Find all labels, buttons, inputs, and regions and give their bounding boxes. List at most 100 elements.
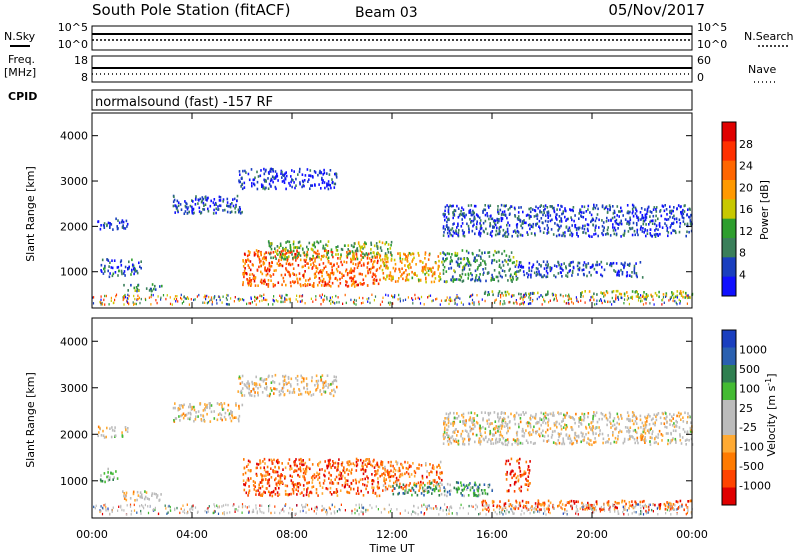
data-cell [442, 269, 445, 272]
data-cell [547, 419, 550, 422]
data-cell [687, 208, 689, 211]
data-cell [669, 298, 671, 301]
data-cell [300, 380, 303, 384]
data-cell [123, 303, 125, 306]
data-cell [291, 475, 293, 478]
data-cell [572, 260, 574, 264]
data-cell [471, 273, 473, 277]
data-cell [295, 298, 297, 301]
data-cell [537, 267, 539, 271]
data-cell [260, 169, 262, 172]
data-cell [335, 246, 337, 249]
data-cell [205, 295, 207, 298]
data-cell [617, 298, 620, 301]
data-cell [682, 208, 684, 212]
data-cell [602, 437, 605, 441]
data-cell [268, 484, 271, 488]
data-cell [245, 171, 247, 174]
data-cell [422, 261, 424, 264]
data-cell [486, 232, 489, 235]
data-cell [412, 462, 414, 465]
data-cell [271, 462, 274, 465]
data-cell [615, 289, 618, 293]
data-cell [248, 491, 250, 495]
data-cell [393, 258, 396, 262]
data-cell [441, 471, 443, 475]
data-cell [425, 265, 427, 269]
data-cell [300, 284, 302, 288]
data-cell [251, 382, 254, 386]
data-cell [414, 293, 416, 297]
data-cell [190, 412, 192, 416]
data-cell [220, 402, 222, 406]
data-cell [473, 483, 476, 487]
data-cell [425, 263, 427, 266]
data-cell [357, 492, 360, 495]
data-cell [323, 390, 325, 393]
data-cell [629, 216, 631, 220]
data-cell [238, 377, 240, 380]
data-cell [386, 487, 389, 491]
data-cell [384, 258, 386, 261]
data-cell [408, 475, 411, 478]
data-cell [362, 472, 365, 476]
data-cell [315, 491, 318, 495]
data-cell [226, 293, 228, 297]
data-cell [259, 481, 262, 484]
data-cell [569, 264, 571, 267]
data-cell [456, 412, 458, 415]
data-cell [248, 479, 250, 482]
data-cell [212, 212, 215, 215]
data-cell [635, 422, 638, 425]
data-cell [228, 303, 230, 306]
data-cell [445, 299, 447, 302]
data-cell [234, 207, 236, 210]
data-cell [495, 298, 497, 301]
data-cell [126, 297, 128, 300]
data-cell [684, 430, 686, 434]
data-cell [177, 204, 180, 208]
data-cell [613, 215, 616, 219]
data-cell [523, 293, 525, 297]
data-cell [247, 250, 250, 253]
data-cell [394, 267, 397, 271]
data-cell [296, 482, 299, 485]
data-cell [278, 475, 281, 478]
data-cell [499, 274, 502, 278]
data-cell [401, 273, 403, 276]
data-cell [177, 408, 179, 412]
data-cell [334, 172, 336, 176]
data-cell [523, 293, 525, 297]
nave-label: Nave [748, 63, 776, 76]
data-cell [333, 491, 335, 494]
data-cell [312, 474, 314, 478]
data-cell [686, 296, 688, 300]
data-cell [254, 295, 256, 299]
data-cell [220, 413, 223, 417]
data-cell [263, 386, 266, 390]
data-cell [229, 203, 232, 206]
data-cell [350, 244, 353, 247]
data-cell [514, 271, 517, 274]
data-cell [303, 488, 305, 491]
data-cell [200, 418, 203, 421]
data-cell [563, 442, 566, 446]
data-cell [180, 293, 182, 297]
data-cell [423, 303, 425, 306]
data-cell [103, 225, 105, 228]
data-cell [676, 303, 678, 306]
data-cell [121, 226, 124, 229]
data-cell [453, 269, 455, 272]
data-cell [412, 298, 414, 302]
data-cell [655, 441, 657, 444]
data-cell [520, 302, 522, 305]
data-cell [455, 278, 458, 281]
data-cell [463, 419, 465, 423]
data-cell [108, 275, 111, 279]
data-cell [247, 469, 250, 472]
data-cell [521, 220, 524, 223]
data-cell [598, 226, 600, 229]
data-cell [559, 220, 561, 223]
data-cell [286, 240, 289, 243]
data-cell [218, 403, 221, 406]
